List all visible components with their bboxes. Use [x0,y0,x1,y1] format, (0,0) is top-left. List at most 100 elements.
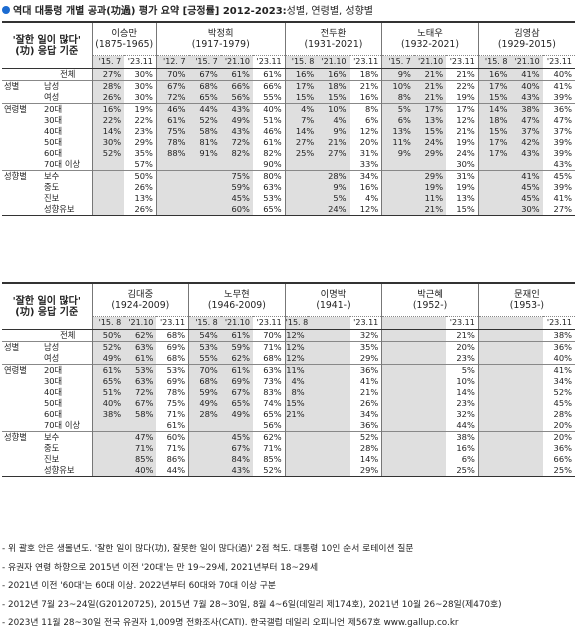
cell-value: 45% [542,170,575,182]
cell-value: 14% [284,126,318,137]
cell-value [307,376,350,387]
cell-value: 47% [553,115,572,125]
row-label: 중도 [44,443,60,453]
cell-value [477,182,511,193]
survey-date: '15. 8 [91,316,125,330]
cell-value: 23% [456,398,475,408]
cell-value: 41% [359,376,379,386]
cell-value: 11% [284,364,308,376]
page-title: 역대 대통령 개별 공과(功過) 평가 요약 [긍정률] 2012-2023: … [2,2,373,17]
cell-value: 9% [317,182,350,193]
cell-value: 59% [188,387,221,398]
cell-value [381,341,447,353]
cell-value: 49% [91,353,125,365]
cell-value: 30% [510,204,543,216]
footnote: - 2012년 7월 23~24일(G20120725), 2015년 7월 2… [2,599,502,610]
cell-value: 26% [124,204,157,216]
cell-value: 44% [156,465,189,477]
president-name: 전두환 (1931-2021) [284,21,382,56]
cell-value: 86% [166,454,186,464]
cell-value [381,364,447,376]
cell-value: 21% [413,204,447,216]
cell-value [307,364,350,376]
cell-value: 66% [252,80,286,92]
cell-value: 78% [166,387,186,397]
survey-date: '23.11 [542,316,575,330]
cell-value: 70% [263,330,282,340]
survey-date: '23.11 [349,55,382,69]
cell-value: 27% [317,148,350,159]
cell-value: 68% [188,376,221,387]
cell-value [188,170,221,182]
cell-value [477,376,543,387]
cell-value: 15% [317,92,350,104]
president-name: 이명박 (1941-) [284,282,382,317]
footnote: - 위 괄호 안은 생몰년도. '잘한 일이 많다(功), 잘못한 일이 많다(… [2,544,414,554]
cell-value: 32% [456,409,475,419]
cell-value: 61% [166,420,186,430]
cell-value [510,159,543,171]
cell-value [284,431,308,443]
cell-value [413,159,447,171]
cell-value [381,329,447,342]
cell-value [477,341,543,353]
cell-value: 28% [91,80,125,92]
cell-value: 21% [349,80,382,92]
cell-value: 21% [456,69,475,79]
cell-value: 33% [359,159,379,169]
cell-value [220,159,253,171]
cell-value: 20% [446,341,479,353]
cell-value: 34% [359,409,379,419]
cell-value [381,398,447,409]
president-name: 노무현 (1946-2009) [188,282,286,317]
cell-value: 39% [553,92,572,102]
cell-value: 19% [456,92,475,102]
cell-value [188,454,221,465]
cell-value: 67% [188,68,221,81]
cell-value [477,387,543,398]
cell-value: 49% [220,409,253,420]
row-label: 남성 [40,80,93,92]
row-label: 20대 [40,364,93,376]
cell-value: 59% [220,341,253,353]
summary-table-1: '잘한 일이 많다' (功) 응답 기준 이승만 (1875-1965) 박정희 (191… [2,21,575,216]
cell-value: 35% [349,341,382,353]
cell-value: 43% [553,159,572,169]
cell-value [124,420,157,432]
cell-value: 24% [317,204,350,216]
cell-value [477,353,543,365]
cell-value: 21% [456,126,475,136]
cell-value: 19% [124,103,157,115]
cell-value: 54% [188,329,221,342]
cell-value: 30% [134,69,153,79]
category-label [2,148,40,159]
cell-value: 71% [166,443,186,453]
cell-value [317,159,350,171]
survey-date: '15. 7 [91,55,125,69]
cell-value: 21% [284,409,308,420]
cell-value: 26% [359,398,379,408]
cell-value: 75% [155,126,189,137]
row-label: 보수 [40,431,93,443]
cell-value: 41% [542,80,575,92]
cell-value: 51% [91,387,125,398]
cell-value [307,431,350,443]
cell-value: 17% [477,137,511,148]
cell-value [381,465,447,477]
cell-value [155,182,189,193]
cell-value: 61% [220,68,253,81]
cell-value: 40% [91,398,125,409]
row-label: 진보 [44,193,60,203]
cell-value: 4% [365,193,379,203]
cell-value [155,170,189,182]
cell-value: 37% [553,126,572,136]
category-label [2,454,40,465]
cell-value [381,193,414,204]
cell-value: 12% [359,126,379,136]
cell-value: 75% [166,398,186,408]
cell-value [477,398,543,409]
cell-value: 19% [456,182,475,192]
category-label: 성향별 [2,431,40,443]
cell-value [477,420,543,432]
category-label: 연령별 [2,364,40,376]
